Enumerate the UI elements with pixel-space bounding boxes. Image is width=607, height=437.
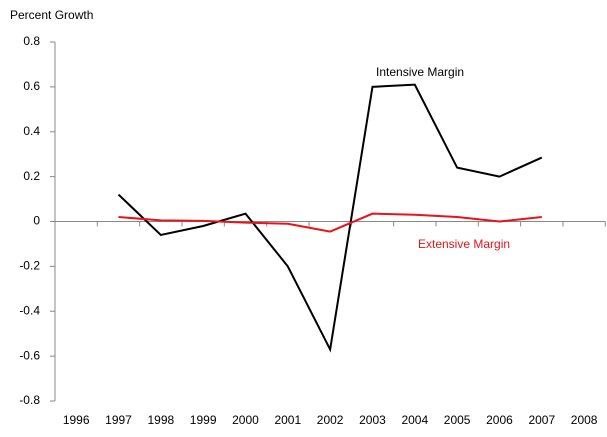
x-tick-label: 2002	[317, 413, 344, 427]
x-tick-label: 2006	[486, 413, 513, 427]
line-series	[117, 83, 543, 353]
y-tick-label: 0	[33, 214, 40, 228]
y-tick-label: -0.6	[19, 348, 40, 362]
y-tick-label: 0.8	[23, 34, 40, 48]
x-tick-label: 2005	[444, 413, 471, 427]
line-series	[118, 212, 542, 233]
y-axis-title: Percent Growth	[10, 8, 93, 22]
y-tick-label: 0.4	[23, 124, 40, 138]
series-label: Extensive Margin	[418, 237, 510, 251]
x-tick-label: 1997	[105, 413, 132, 427]
x-tick-label: 1999	[190, 413, 217, 427]
y-tick-label: 0.2	[23, 169, 40, 183]
x-tick-label: 1998	[147, 413, 174, 427]
x-tick-label: 2000	[232, 413, 259, 427]
series-label: Intensive Margin	[376, 65, 464, 79]
y-tick-label: -0.4	[19, 303, 40, 317]
y-tick-label: -0.8	[19, 393, 40, 407]
x-tick-label: 2004	[401, 413, 428, 427]
x-tick-label: 2001	[274, 413, 301, 427]
x-tick-label: 2003	[359, 413, 386, 427]
y-tick-label: -0.2	[19, 259, 40, 273]
x-tick-label: 2008	[571, 413, 598, 427]
x-tick-label: 1996	[63, 413, 90, 427]
x-tick-label: 2007	[528, 413, 555, 427]
y-tick-label: 0.6	[23, 79, 40, 93]
